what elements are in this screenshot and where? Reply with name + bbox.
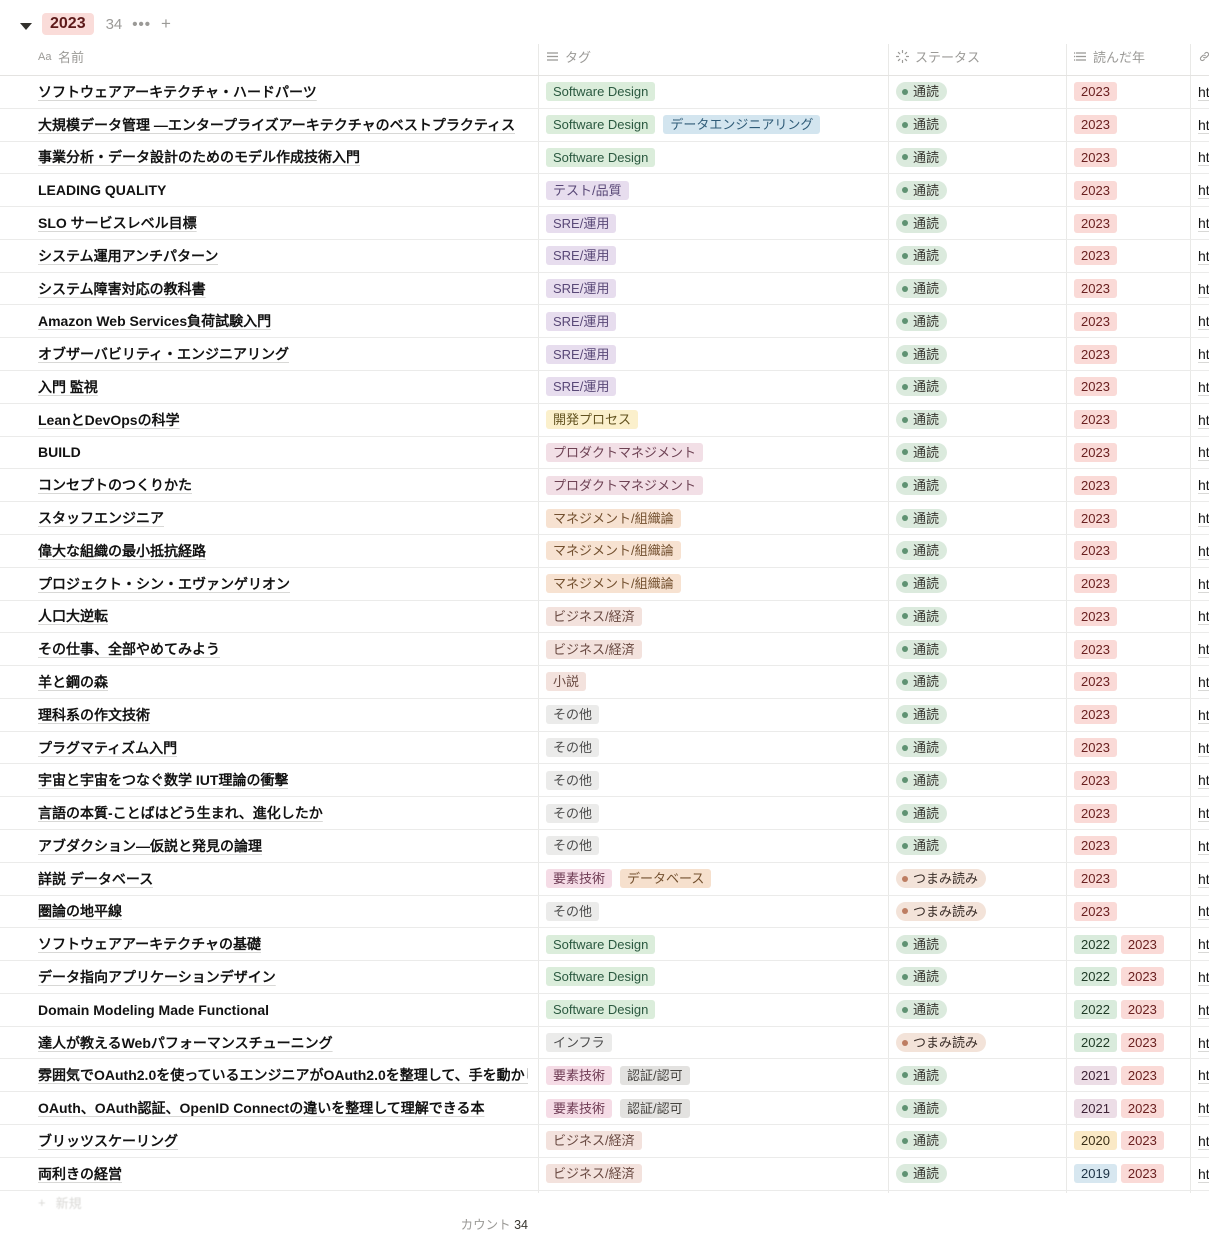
svg-text:Aa: Aa	[38, 51, 52, 63]
